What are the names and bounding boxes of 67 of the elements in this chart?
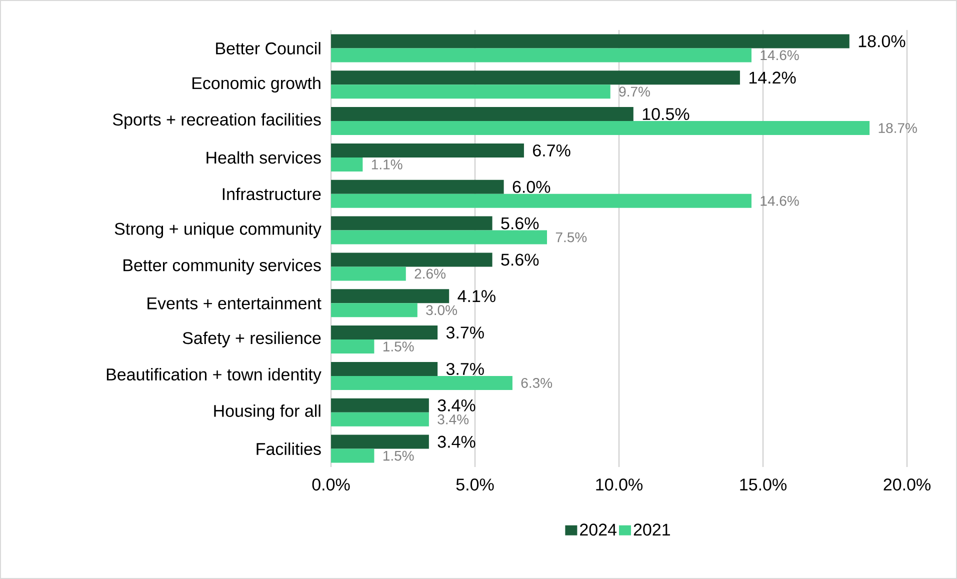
bar (331, 266, 406, 281)
legend-label: 2021 (634, 524, 670, 536)
bar (331, 252, 492, 267)
data-label: 3.4% (438, 414, 469, 424)
y-tick-label: Sports + recreation facilities (112, 113, 321, 129)
x-tick-label: 5.0% (456, 478, 494, 491)
data-label: 6.7% (533, 144, 570, 156)
bar (331, 434, 429, 449)
bar (331, 326, 438, 340)
bar (331, 48, 752, 62)
data-label: 14.6% (760, 196, 799, 206)
data-label: 1.5% (383, 450, 414, 461)
data-label: 14.2% (749, 72, 796, 84)
data-label: 5.6% (501, 217, 539, 230)
legend-label: 2024 (580, 524, 616, 536)
bar (331, 362, 438, 376)
y-tick-label: Housing for all (214, 404, 320, 420)
bar (331, 84, 610, 99)
x-tick-label: 20.0% (884, 478, 930, 491)
bar (331, 303, 418, 318)
x-tick-label: 10.0% (596, 478, 642, 491)
data-label: 3.7% (446, 362, 484, 375)
bar (331, 70, 740, 85)
data-label: 4.1% (458, 290, 496, 302)
data-label: 3.4% (438, 436, 476, 448)
data-label: 2.6% (414, 268, 446, 279)
y-tick-label: Economic growth (192, 76, 320, 93)
bar (331, 143, 524, 158)
data-label: 18.7% (878, 123, 917, 134)
x-tick-label: 0.0% (312, 478, 350, 491)
bar (331, 412, 429, 426)
y-tick-label: Strong + unique community (114, 222, 322, 238)
y-tick-label: Safety + resilience (182, 332, 321, 348)
y-tick-label: Facilities (256, 442, 321, 456)
bar (331, 376, 512, 390)
bar (331, 340, 374, 354)
bar (331, 448, 374, 463)
bar (331, 398, 429, 412)
data-label: 10.5% (642, 108, 690, 120)
bar (331, 34, 850, 48)
data-label: 1.1% (372, 160, 402, 170)
data-label: 6.3% (521, 378, 552, 388)
y-tick-label: Beautification + town identity (106, 368, 322, 384)
data-label: 1.5% (383, 342, 414, 352)
data-label: 5.6% (501, 254, 539, 266)
data-label: 18.0% (858, 35, 906, 48)
bar (331, 157, 363, 172)
data-label: 14.6% (760, 50, 799, 60)
bar (331, 121, 870, 136)
y-tick-label: Health services (206, 151, 321, 164)
bar (331, 230, 548, 244)
data-label: 3.7% (446, 326, 484, 339)
data-label: 6.0% (512, 180, 550, 193)
bar (331, 107, 634, 122)
y-tick-label: Better community services (124, 258, 321, 275)
y-tick-label: Better Council (216, 42, 320, 54)
data-label: 9.7% (619, 86, 650, 97)
y-tick-label: Events + entertainment (148, 296, 322, 310)
bar (331, 180, 504, 194)
data-label: 3.0% (426, 305, 458, 316)
y-tick-label: Infrastructure (222, 188, 321, 200)
bar (331, 194, 752, 208)
x-tick-label: 15.0% (740, 478, 786, 491)
bar (331, 289, 450, 304)
data-label: 7.5% (556, 232, 587, 242)
bar (331, 216, 492, 230)
data-label: 3.4% (438, 399, 476, 412)
